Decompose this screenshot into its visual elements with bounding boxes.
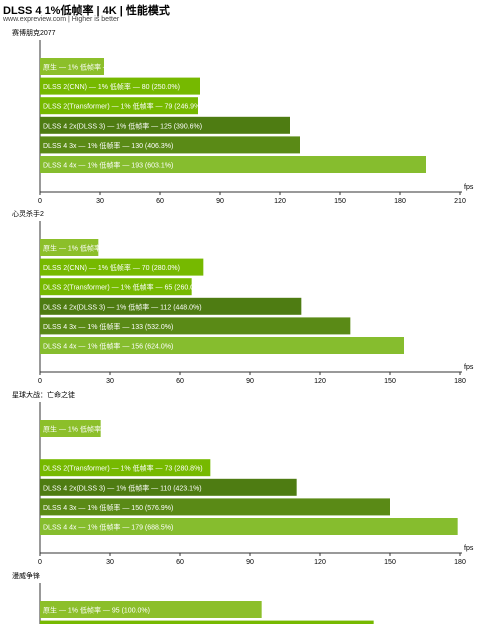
bar-label: DLSS 4 3x — 1% 低帧率 — 133 (532.0%): [43, 322, 173, 331]
x-tick-label: 120: [314, 559, 326, 566]
x-tick-label: 60: [176, 559, 184, 566]
x-tick-label: 180: [454, 559, 466, 566]
x-tick-label: 30: [96, 198, 104, 205]
x-tick-label: 30: [106, 559, 114, 566]
bar: [40, 459, 211, 477]
bar: [40, 58, 104, 75]
x-axis-label: fps: [464, 545, 474, 552]
bar: [40, 278, 192, 296]
bar-label: 原生 — 1% 低帧率 — 32 (100.0%): [43, 63, 150, 72]
bar: [40, 498, 390, 516]
bar: [40, 478, 297, 496]
bar: [40, 297, 302, 315]
x-tick-label: 150: [384, 559, 396, 566]
x-tick-label: 0: [38, 378, 42, 385]
x-tick-label: 30: [106, 378, 114, 385]
x-axis-label: fps: [464, 364, 474, 371]
x-tick-label: 0: [38, 198, 42, 205]
x-tick-label: 60: [176, 378, 184, 385]
bar-label: DLSS 4 2x(DLSS 3) — 1% 低帧率 — 110 (423.1%…: [43, 483, 202, 492]
bar-label: 原生 — 1% 低帧率 — 25 (100.0%): [43, 244, 150, 253]
bar: [40, 116, 290, 134]
panel-title: 赛博朋克2077: [12, 28, 56, 37]
chart-title: DLSS 4 1%低帧率 | 4K | 性能模式: [3, 5, 170, 17]
x-tick-label: 150: [384, 378, 396, 385]
x-tick-label: 90: [246, 378, 254, 385]
bar-label: DLSS 2(Transformer) — 1% 低帧率 — 79 (246.9…: [43, 102, 203, 111]
bar: [40, 601, 262, 618]
bar-label: DLSS 4 2x(DLSS 3) — 1% 低帧率 — 125 (390.6%…: [43, 121, 202, 130]
bar: [40, 156, 426, 173]
bar-label: DLSS 4 4x — 1% 低帧率 — 156 (624.0%): [43, 342, 173, 351]
bar: [40, 317, 351, 335]
bar-label: DLSS 2(CNN) — 1% 低帧率 — 70 (280.0%): [43, 263, 180, 272]
x-tick-label: 150: [334, 198, 346, 205]
bar-label: DLSS 4 4x — 1% 低帧率 — 193 (603.1%): [43, 161, 173, 170]
bar-label: DLSS 4 3x — 1% 低帧率 — 150 (576.9%): [43, 503, 173, 512]
chart-subtitle: www.expreview.com | Higher is better: [3, 16, 120, 23]
panel-title: 星球大战：亡命之徒: [12, 390, 75, 399]
bar-label: 原生 — 1% 低帧率 — 26 (100.0%): [43, 425, 150, 434]
bar-label: DLSS 4 3x — 1% 低帧率 — 130 (406.3%): [43, 141, 173, 150]
bar-label: DLSS 4 2x(DLSS 3) — 1% 低帧率 — 112 (448.0%…: [43, 302, 202, 311]
bar: [40, 97, 198, 115]
bar: [40, 258, 204, 276]
x-tick-label: 60: [156, 198, 164, 205]
bar-label: DLSS 2(Transformer) — 1% 低帧率 — 65 (260.0…: [43, 283, 203, 292]
x-tick-label: 0: [38, 559, 42, 566]
x-tick-label: 180: [394, 198, 406, 205]
x-tick-label: 210: [454, 198, 466, 205]
x-tick-label: 180: [454, 378, 466, 385]
x-axis-label: fps: [464, 184, 474, 191]
x-tick-label: 120: [274, 198, 286, 205]
bar: [40, 518, 458, 535]
bar-label: DLSS 2(CNN) — 1% 低帧率 — 80 (250.0%): [43, 82, 180, 91]
bar-label: DLSS 4 4x — 1% 低帧率 — 179 (688.5%): [43, 523, 173, 532]
panel-title: 漫威争锋: [12, 571, 40, 580]
x-tick-label: 90: [216, 198, 224, 205]
bar-label: 原生 — 1% 低帧率 — 95 (100.0%): [43, 606, 150, 615]
x-tick-label: 90: [246, 559, 254, 566]
bar: [40, 77, 200, 95]
bar: [40, 239, 99, 256]
panel-title: 心灵杀手2: [12, 209, 44, 218]
bar: [40, 337, 404, 354]
x-tick-label: 120: [314, 378, 326, 385]
bar-label: DLSS 2(Transformer) — 1% 低帧率 — 73 (280.8…: [43, 464, 203, 473]
bar: [40, 136, 300, 154]
bar: [40, 620, 374, 624]
bar: [40, 420, 101, 437]
